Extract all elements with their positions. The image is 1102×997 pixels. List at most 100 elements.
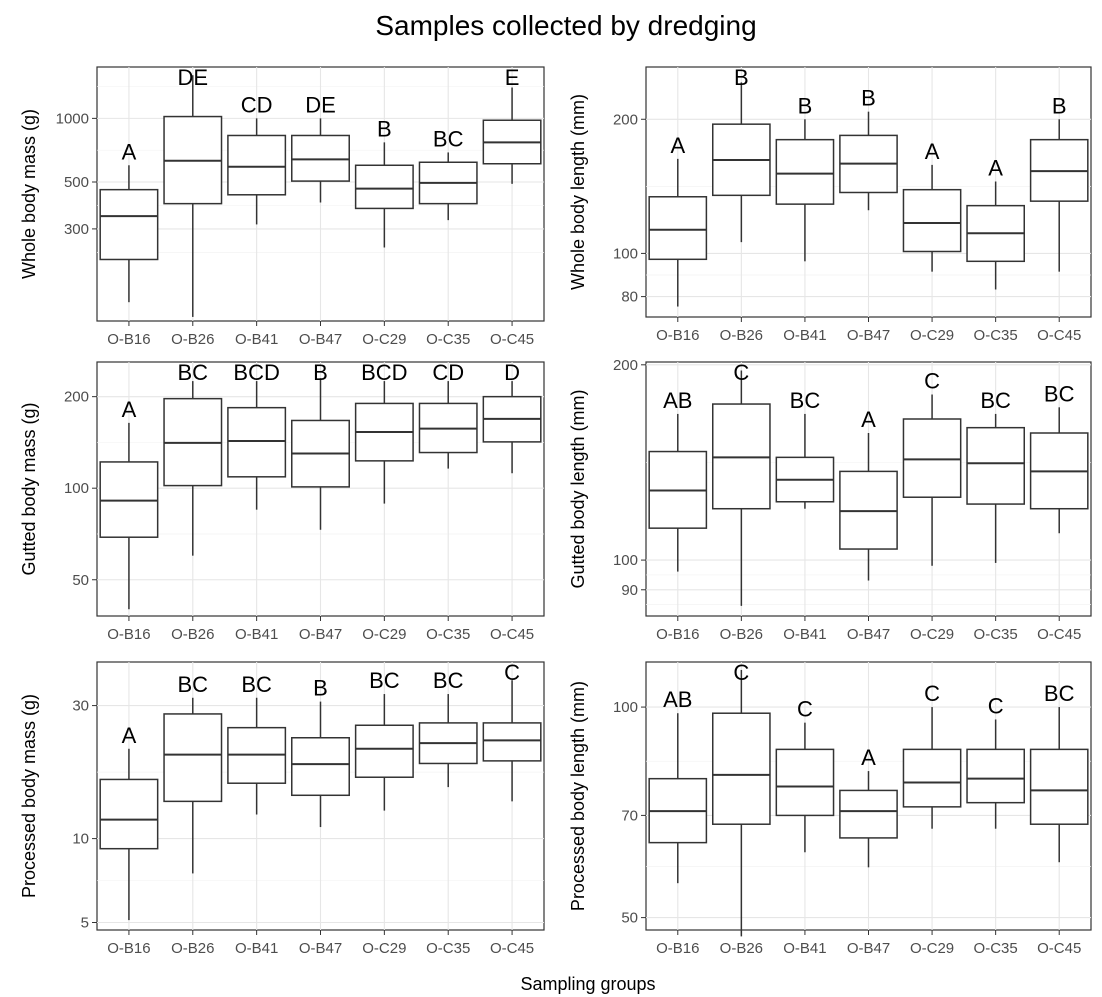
y-tick-label: 100: [613, 552, 638, 569]
y-tick-label: 30: [72, 698, 89, 715]
significance-letter: C: [988, 693, 1004, 718]
y-tick-label: 5: [81, 915, 89, 932]
significance-letter: BC: [790, 388, 821, 413]
x-tick-label: O-C29: [362, 626, 406, 643]
iqr-box: [839, 789, 898, 839]
iqr-box: [291, 737, 350, 797]
box-O-B41: BCD: [227, 360, 287, 510]
significance-letter: BC: [369, 668, 400, 693]
box-O-B26: DE: [163, 65, 223, 317]
significance-letter: B: [313, 360, 328, 385]
x-tick-label: O-B26: [171, 940, 214, 957]
x-tick-label: O-B41: [783, 940, 826, 957]
x-tick-label: O-C45: [1037, 940, 1081, 957]
significance-letter: C: [733, 660, 749, 685]
panel-2: 80 100 200 O-B16 O-B26 O-B41 O-B47 O-C29 O-C35 O-…: [568, 65, 1092, 344]
box-O-C45: BC: [1029, 681, 1089, 863]
significance-letter: C: [504, 660, 520, 685]
x-tick-label: O-B26: [720, 626, 763, 643]
box-O-B16: A: [648, 133, 708, 307]
significance-letter: D: [504, 360, 520, 385]
x-tick-label: O-C45: [490, 940, 534, 957]
significance-letter: A: [861, 407, 876, 432]
significance-letter: BCD: [233, 360, 279, 385]
y-tick-label: 500: [64, 174, 89, 191]
x-tick-label: O-B26: [720, 327, 763, 344]
box-O-B41: B: [775, 93, 835, 262]
iqr-box: [354, 724, 414, 778]
significance-letter: B: [861, 86, 876, 111]
x-tick-label: O-B47: [299, 331, 342, 348]
x-tick-label: O-C35: [974, 327, 1018, 344]
x-tick-label: O-B47: [299, 626, 342, 643]
iqr-box: [482, 722, 542, 762]
x-axis-label: Sampling groups: [520, 974, 655, 994]
x-tick-label: O-C29: [910, 327, 954, 344]
y-tick-label: 100: [64, 480, 89, 497]
y-tick-label: 100: [613, 245, 638, 262]
box-O-B47: A: [839, 407, 898, 581]
x-tick-label: O-C35: [974, 940, 1018, 957]
significance-letter: A: [122, 139, 137, 164]
significance-letter: BC: [1044, 381, 1075, 406]
box-O-C45: C: [482, 660, 542, 802]
iqr-box: [227, 134, 287, 196]
box-O-B41: CD: [227, 92, 287, 225]
box-O-B26: BC: [163, 672, 223, 874]
iqr-box: [99, 778, 159, 850]
significance-letter: AB: [663, 388, 692, 413]
x-tick-label: O-C35: [426, 940, 470, 957]
y-tick-label: 200: [64, 389, 89, 406]
iqr-box: [902, 188, 962, 253]
x-tick-label: O-B26: [171, 331, 214, 348]
box-O-C29: C: [902, 681, 962, 829]
iqr-box: [966, 748, 1025, 804]
y-axis-label: Gutted body length (mm): [568, 389, 588, 588]
box-O-B47: B: [291, 676, 350, 828]
significance-letter: B: [734, 65, 749, 90]
box-O-C29: BCD: [354, 360, 414, 504]
box-O-B26: BC: [163, 360, 223, 556]
box-O-C35: BC: [966, 388, 1025, 563]
significance-letter: B: [377, 116, 392, 141]
box-O-C35: CD: [418, 360, 478, 469]
iqr-box: [712, 712, 771, 825]
box-O-B26: C: [712, 360, 771, 606]
significance-letter: A: [861, 745, 876, 770]
box-O-B41: C: [775, 697, 835, 853]
y-tick-label: 70: [621, 807, 638, 824]
y-tick-label: 300: [64, 221, 89, 238]
box-O-C45: B: [1029, 93, 1089, 272]
box-O-B16: A: [99, 723, 159, 921]
significance-letter: E: [505, 65, 520, 90]
x-tick-label: O-C45: [1037, 327, 1081, 344]
x-tick-label: O-C29: [362, 331, 406, 348]
iqr-box: [775, 748, 835, 817]
significance-letter: A: [988, 156, 1003, 181]
x-tick-label: O-B41: [783, 327, 826, 344]
box-O-C29: B: [354, 116, 414, 248]
y-tick-label: 100: [613, 699, 638, 716]
x-tick-label: O-B16: [107, 940, 150, 957]
y-tick-label: 200: [613, 357, 638, 374]
x-tick-label: O-B16: [107, 331, 150, 348]
x-tick-label: O-C29: [362, 940, 406, 957]
x-tick-label: O-B47: [847, 327, 890, 344]
panel-3: 50 100 200 O-B16 O-B26 O-B41 O-B47 O-C29 O-C35 O-…: [19, 360, 545, 643]
panel-6: 50 70 100 O-B16 O-B26 O-B41 O-B47 O-C29 O-C35 O-C…: [568, 660, 1092, 957]
iqr-box: [648, 196, 708, 261]
significance-letter: DE: [305, 92, 336, 117]
box-O-C35: BC: [418, 668, 478, 788]
significance-letter: BC: [241, 672, 272, 697]
significance-letter: C: [924, 368, 940, 393]
x-tick-label: O-B47: [299, 940, 342, 957]
significance-letter: BC: [433, 668, 464, 693]
box-O-B26: B: [712, 65, 771, 243]
x-tick-label: O-B47: [847, 940, 890, 957]
x-tick-label: O-B26: [171, 626, 214, 643]
x-tick-label: O-B41: [235, 331, 278, 348]
x-tick-label: O-C45: [490, 331, 534, 348]
figure-title: Samples collected by dredging: [375, 10, 756, 41]
x-tick-label: O-B41: [783, 626, 826, 643]
box-O-B16: AB: [648, 687, 708, 884]
